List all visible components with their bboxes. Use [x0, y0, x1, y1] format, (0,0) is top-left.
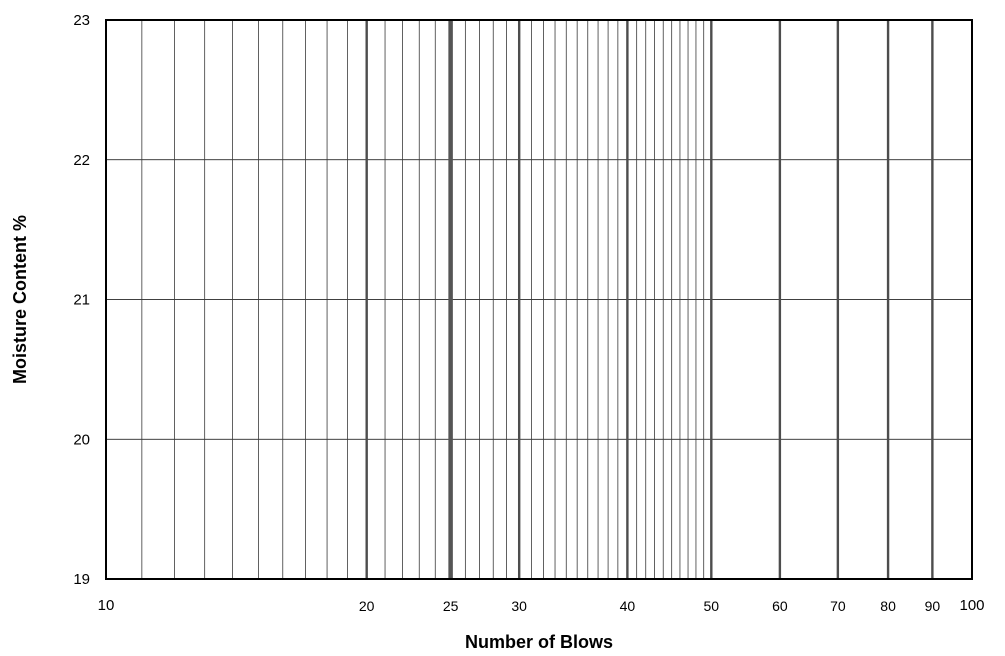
y-axis-tick-labels: 19 20 21 22 23 [73, 12, 90, 588]
x-tick-label: 30 [511, 598, 527, 614]
y-tick-label: 22 [73, 152, 90, 169]
x-tick-label: 50 [704, 598, 720, 614]
x-tick-label: 90 [925, 598, 941, 614]
x-tick-label: 25 [443, 598, 459, 614]
y-tick-label: 23 [73, 12, 90, 29]
x-tick-label: 70 [830, 598, 846, 614]
y-axis-title: Moisture Content % [10, 215, 30, 384]
x-tick-label: 80 [880, 598, 896, 614]
y-tick-label: 21 [73, 292, 90, 309]
x-tick-label: 10 [98, 597, 115, 614]
x-tick-label: 100 [959, 597, 984, 614]
x-axis-tick-labels: 10 20 25 30 40 50 60 70 80 90 100 [98, 597, 985, 614]
x-tick-label: 40 [620, 598, 636, 614]
x-tick-label: 20 [359, 598, 375, 614]
grid-lines [106, 20, 972, 579]
y-tick-label: 19 [73, 571, 90, 588]
plot-area-frame [105, 19, 973, 580]
x-axis-title: Number of Blows [465, 632, 613, 652]
y-tick-label: 20 [73, 431, 90, 448]
x-tick-label: 60 [772, 598, 788, 614]
